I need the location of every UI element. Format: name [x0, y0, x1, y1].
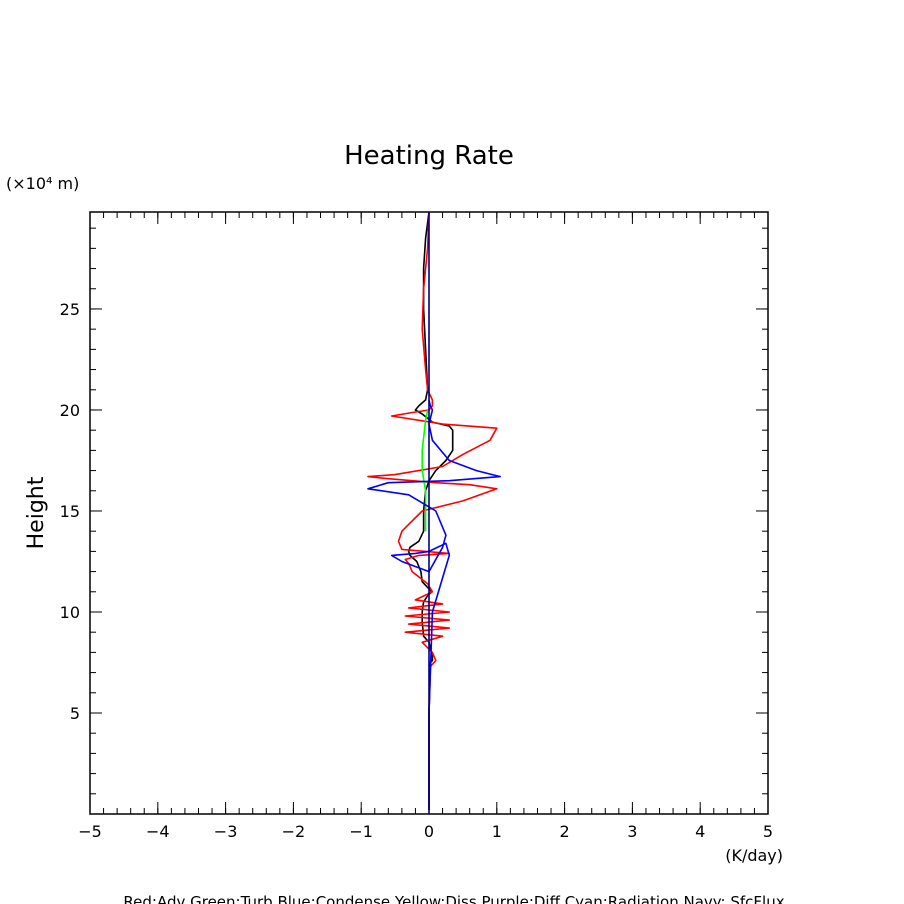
x-tick-label: 3: [627, 822, 637, 841]
chart-title: Heating Rate: [344, 141, 514, 171]
x-tick-label: 1: [492, 822, 502, 841]
series-line-cond: [367, 399, 502, 810]
x-tick-label: −5: [78, 822, 102, 841]
series-line-adv: [367, 211, 498, 810]
x-tick-label: −1: [349, 822, 373, 841]
x-tick-label: −4: [146, 822, 170, 841]
plot-area: −5 −4 −3 −2 −1 0 1 2 3 4 5 5 10 15 20 25: [60, 211, 773, 841]
y-tick-label: 15: [60, 502, 80, 521]
y-unit-label: (×10⁴ m): [6, 174, 79, 193]
series-line-turb: [421, 409, 429, 532]
y-axis-label: Height: [24, 476, 49, 549]
series-line-total: [407, 211, 454, 810]
y-tick-label: 5: [70, 704, 80, 723]
y-tick-label: 10: [60, 603, 80, 622]
x-tick-label: −3: [214, 822, 238, 841]
x-tick-label: 5: [763, 822, 773, 841]
footer-legend: Red:Adv Green:Turb Blue:Condense Yellow:…: [123, 893, 784, 904]
x-tick-label: 0: [424, 822, 434, 841]
x-unit-label: (K/day): [725, 846, 783, 865]
y-tick-label: 25: [60, 300, 80, 319]
x-tick-label: −2: [282, 822, 306, 841]
x-tick-label: 2: [560, 822, 570, 841]
x-tick-label: 4: [695, 822, 705, 841]
y-tick-label: 20: [60, 401, 80, 420]
